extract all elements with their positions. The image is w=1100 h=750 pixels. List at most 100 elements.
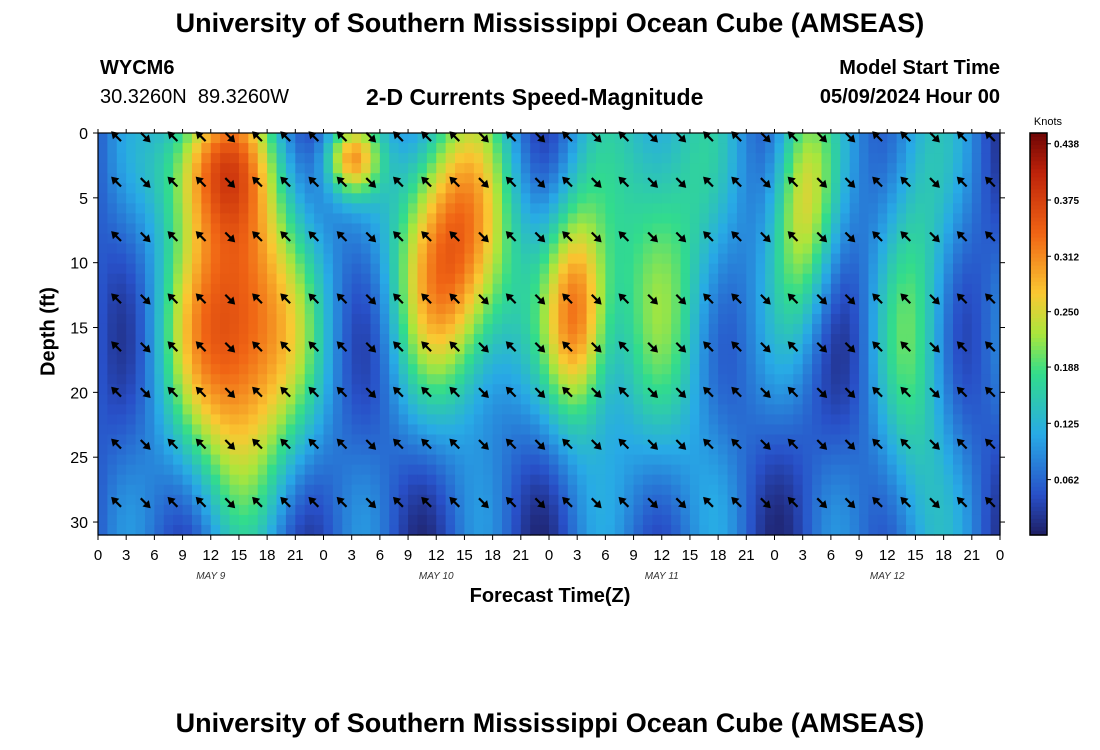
heatmap-cell	[718, 384, 729, 395]
heatmap-cell	[314, 143, 325, 154]
heatmap-cell	[642, 143, 653, 154]
heatmap-cell	[116, 334, 127, 345]
heatmap-cell	[595, 233, 606, 245]
heatmap-cell	[765, 494, 776, 506]
current-arrow	[195, 341, 207, 352]
heatmap-cell	[755, 484, 766, 496]
heatmap-cell	[389, 193, 400, 204]
heatmap-cell	[248, 243, 259, 255]
heatmap-cell	[361, 273, 372, 285]
heatmap-cell	[661, 484, 672, 496]
heatmap-cell	[558, 364, 569, 375]
heatmap-cell	[577, 454, 588, 466]
heatmap-cell	[595, 283, 606, 295]
heatmap-cell	[812, 163, 823, 174]
heatmap-cell	[182, 243, 193, 255]
heatmap-cell	[314, 454, 325, 466]
heatmap-cell	[924, 143, 935, 154]
heatmap-cell	[436, 444, 447, 456]
heatmap-cell	[238, 444, 249, 456]
heatmap-cell	[605, 313, 616, 325]
heatmap-cell	[182, 193, 193, 204]
heatmap-cell	[295, 313, 306, 325]
heatmap-cell	[953, 524, 964, 536]
heatmap-cell	[182, 514, 193, 526]
heatmap-cell	[962, 474, 973, 486]
heatmap-cell	[934, 173, 945, 184]
colorbar-swatch	[1030, 329, 1047, 335]
heatmap-cell	[906, 143, 917, 154]
heatmap-cell	[887, 464, 898, 476]
heatmap-cell	[116, 183, 127, 194]
current-arrow	[224, 341, 236, 353]
heatmap-cell	[285, 143, 296, 154]
colorbar-swatch	[1030, 450, 1047, 456]
colorbar-swatch	[1030, 430, 1047, 436]
heatmap-cell	[98, 474, 108, 486]
heatmap-cell	[464, 253, 475, 265]
heatmap-cell	[624, 163, 635, 174]
heatmap-cell	[257, 454, 268, 466]
heatmap-cell	[426, 183, 437, 194]
heatmap-cell	[746, 253, 757, 265]
heatmap-cell	[830, 454, 841, 466]
heatmap-cell	[238, 404, 249, 415]
heatmap-cell	[417, 464, 428, 476]
heatmap-cell	[257, 193, 268, 204]
heatmap-cell	[840, 193, 851, 204]
heatmap-cell	[830, 434, 841, 446]
heatmap-cell	[924, 223, 935, 235]
heatmap-cell	[342, 444, 353, 456]
heatmap-cell	[135, 354, 146, 365]
heatmap-cell	[868, 444, 879, 456]
heatmap-cell	[220, 293, 231, 305]
heatmap-cell	[549, 313, 559, 325]
heatmap-cell	[887, 444, 898, 456]
heatmap-cell	[595, 344, 606, 355]
heatmap-cell	[934, 474, 945, 486]
heatmap-cell	[727, 323, 738, 335]
heatmap-cell	[267, 524, 278, 536]
current-arrow	[731, 231, 742, 242]
heatmap-cell	[248, 313, 259, 325]
heatmap-cell	[351, 323, 362, 335]
heatmap-cell	[652, 484, 663, 496]
heatmap-cell	[135, 183, 146, 194]
current-arrow	[252, 231, 263, 242]
heatmap-cell	[962, 323, 973, 335]
current-arrow	[984, 231, 996, 242]
colorbar-swatch	[1030, 193, 1047, 198]
heatmap-cell	[511, 323, 522, 335]
heatmap-cell	[314, 273, 325, 285]
heatmap-cell	[332, 253, 343, 265]
heatmap-cell	[906, 233, 917, 245]
current-arrow	[252, 293, 263, 305]
heatmap-cell	[943, 454, 954, 466]
heatmap-cell	[906, 153, 917, 164]
heatmap-cell	[116, 163, 127, 174]
heatmap-cell	[511, 364, 522, 375]
heatmap-cell	[398, 394, 409, 405]
heatmap-cell	[689, 484, 700, 496]
heatmap-cell	[859, 384, 870, 395]
heatmap-cell	[633, 213, 644, 225]
heatmap-cell	[492, 394, 503, 405]
heatmap-cell	[220, 243, 231, 255]
heatmap-cell	[718, 183, 729, 194]
heatmap-cell	[191, 263, 202, 275]
heatmap-cell	[408, 394, 419, 405]
heatmap-cell	[746, 354, 757, 365]
y-tick-label: 15	[70, 321, 88, 338]
heatmap-cell	[746, 454, 757, 466]
heatmap-cell	[323, 364, 334, 375]
heatmap-cell	[727, 504, 738, 516]
heatmap-cell	[859, 504, 870, 516]
heatmap-cell	[445, 504, 456, 516]
heatmap-cell	[821, 193, 832, 204]
heatmap-cell	[765, 133, 776, 144]
heatmap-cell	[652, 313, 663, 325]
heatmap-cell	[304, 504, 315, 516]
heatmap-cell	[802, 233, 813, 245]
heatmap-cell	[229, 193, 240, 204]
current-arrow	[844, 131, 856, 143]
